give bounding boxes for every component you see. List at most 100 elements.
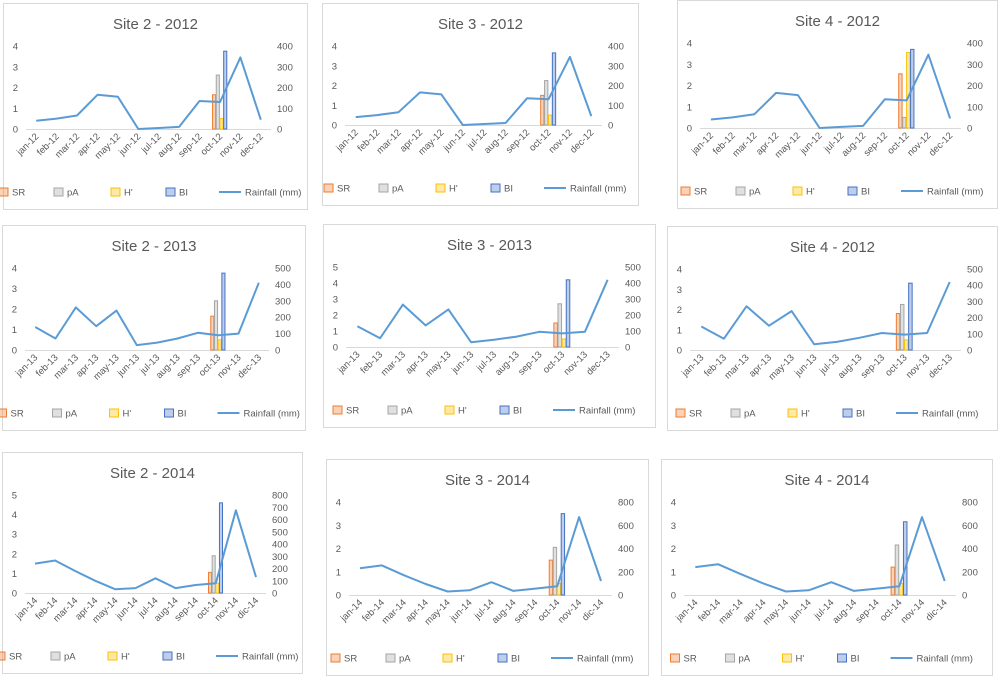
y-left-tick-label: 0	[687, 124, 692, 135]
bar-pA	[213, 300, 219, 351]
y-right-tick-label: 600	[618, 521, 634, 532]
y-right-tick-label: 400	[962, 544, 978, 555]
x-tick-label: mar-12	[375, 127, 404, 156]
legend-swatch-pA	[725, 653, 735, 663]
y-left-tick-label: 1	[333, 327, 338, 338]
chart-panel-site2-2012: Site 2 - 2012 0 1 2 3 4 0 100 200 300 400 jan-12 feb…	[0, 3, 308, 210]
x-tick-label: sep-12	[504, 127, 532, 155]
y-right-tick-label: 200	[618, 567, 634, 578]
y-left-tick-label: 0	[13, 125, 18, 136]
x-tick-label: mar-14	[380, 597, 409, 626]
x-tick-label: nov-14	[556, 597, 584, 625]
legend-label-rainfall: Rainfall (mm)	[917, 654, 973, 665]
chart-title: Site 3 - 2014	[445, 472, 530, 489]
bar-H	[217, 339, 222, 351]
rainfall-line	[710, 53, 952, 129]
chart-title: Site 4 - 2012	[790, 239, 875, 256]
x-tick-label: may-13	[423, 349, 453, 379]
y-right-tick-label: 600	[962, 521, 978, 532]
y-right-tick-label: 0	[967, 124, 972, 135]
legend-label-SR: SR	[344, 654, 357, 665]
legend: SR pA H' BI Rainfall (mm)	[330, 653, 633, 665]
legend-swatch-H	[787, 408, 798, 418]
chart-svg: Site 3 - 2012012340100200300400jan-12feb…	[323, 16, 626, 195]
y-right-tick-label: 0	[962, 591, 967, 602]
y-left-tick-label: 4	[671, 498, 676, 509]
chart-title: Site 4 - 2014	[784, 472, 869, 489]
legend-label-pA: pA	[392, 184, 404, 195]
legend-label-SR: SR	[337, 184, 350, 195]
bar-H	[219, 118, 224, 130]
legend-label-BI: BI	[179, 188, 188, 199]
x-tick-label: jun-12	[441, 127, 468, 154]
bar-BI	[221, 272, 226, 351]
legend-label-rainfall: Rainfall (mm)	[570, 184, 626, 195]
y-left-tick-label: 3	[336, 521, 341, 532]
y-left-tick-label: 3	[333, 295, 338, 306]
y-right-tick-label: 800	[272, 491, 288, 502]
bar-SR	[553, 322, 558, 348]
legend: SR pA H' BI Rainfall (mm)	[332, 405, 635, 417]
legend-label-pA: pA	[739, 654, 751, 665]
bar-BI	[218, 502, 223, 594]
bar-pA	[552, 546, 558, 596]
legend-label-H: H'	[458, 406, 467, 417]
y-right-tick-label: 300	[277, 62, 293, 73]
rainfall-line	[356, 279, 609, 344]
x-tick-label: sep-13	[516, 349, 544, 377]
legend-label-H: H'	[121, 652, 130, 663]
chart-svg: Site 3 - 2013 0 1 2 3 4 5 0 100 200 300 400 500 jan-1…	[332, 237, 641, 417]
y-right-tick-label: 0	[608, 121, 613, 132]
legend-label-H: H'	[449, 184, 458, 195]
x-tick-label: aug-13	[836, 352, 865, 381]
y-left-tick-label: 4	[12, 264, 17, 275]
y-left-tick-label: 3	[671, 521, 676, 532]
legend-label-H: H'	[124, 188, 133, 199]
x-tick-label: aug-12	[840, 130, 869, 159]
y-right-tick-label: 300	[608, 61, 624, 72]
chart-title: Site 3 - 2013	[447, 237, 532, 254]
y-left-tick-label: 2	[671, 544, 676, 555]
x-tick-label: mar-14	[717, 597, 746, 626]
chart-panel-site2-2014: Site 2 - 2014 0 1 2 3 4 5 0 100 200 300 400 500 600 70…	[0, 452, 303, 674]
y-left-tick-label: 1	[13, 104, 18, 115]
legend-swatch-H	[435, 183, 446, 193]
y-right-tick-label: 0	[618, 591, 623, 602]
legend-label-BI: BI	[856, 409, 865, 420]
legend-label-pA: pA	[67, 188, 79, 199]
x-tick-label: aug-14	[490, 597, 519, 626]
y-right-tick-label: 400	[625, 279, 641, 290]
x-tick-label: jan-12	[14, 131, 41, 158]
legend-swatch-BI	[164, 408, 174, 418]
chart-svg: Site 2 - 2013 0 1 2 3 4 0 100 200 300 400 500 jan-13…	[0, 238, 300, 420]
y-left-tick-label: 4	[336, 498, 341, 509]
legend-swatch-H	[782, 653, 792, 663]
legend-swatch-H	[110, 187, 121, 197]
y-right-tick-label: 200	[608, 81, 624, 92]
legend-label-rainfall: Rainfall (mm)	[927, 187, 983, 198]
x-tick-label: mar-13	[723, 352, 752, 381]
chart-svg: Site 4 - 2012 0 1 2 3 4 0 100 200 300 400 500 jan-13…	[675, 239, 983, 420]
y-left-tick-label: 3	[677, 285, 682, 296]
bar-SR	[212, 94, 217, 130]
y-left-tick-label: 1	[336, 567, 341, 578]
legend-label-pA: pA	[401, 406, 413, 417]
y-right-tick-label: 300	[967, 60, 983, 71]
y-left-tick-label: 3	[12, 284, 17, 295]
y-left-tick-label: 4	[13, 42, 18, 53]
y-right-tick-label: 500	[625, 263, 641, 274]
y-right-tick-label: 0	[277, 125, 282, 136]
legend-swatch-SR	[323, 183, 334, 193]
y-left-tick-label: 5	[12, 491, 17, 502]
legend-label-SR: SR	[12, 188, 25, 199]
legend-swatch-pA	[387, 405, 398, 415]
x-tick-label: dec-12	[568, 127, 596, 155]
y-left-tick-label: 3	[332, 61, 337, 72]
x-tick-label: jan-13	[335, 349, 362, 376]
rainfall-line	[700, 281, 951, 346]
y-left-tick-label: 2	[336, 544, 341, 555]
legend-swatch-SR	[0, 187, 9, 197]
y-right-tick-label: 800	[962, 498, 978, 509]
legend-label-pA: pA	[66, 409, 78, 420]
